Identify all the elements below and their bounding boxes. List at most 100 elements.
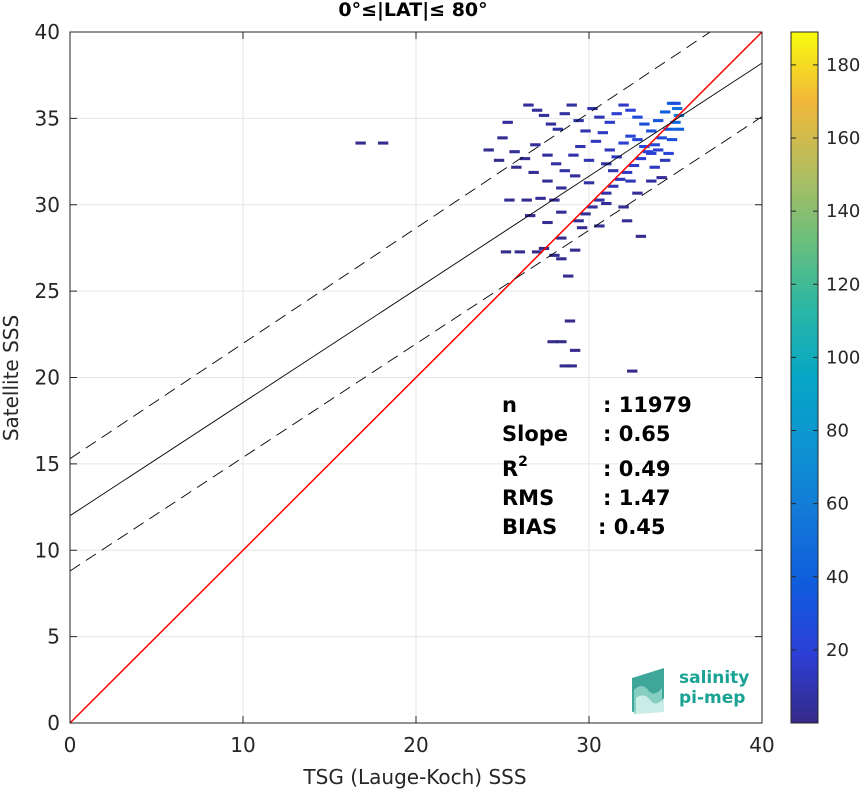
density-cell bbox=[594, 115, 605, 119]
density-cell bbox=[642, 150, 654, 154]
density-cell bbox=[552, 127, 564, 131]
grid-lines bbox=[70, 32, 762, 723]
fit-line bbox=[70, 62, 762, 517]
density-cell bbox=[625, 179, 636, 183]
density-cell bbox=[559, 169, 570, 173]
colorbar-tick-label: 160 bbox=[826, 128, 860, 149]
density-cell bbox=[569, 348, 581, 352]
colorbar-tick-label: 140 bbox=[826, 201, 860, 222]
x-tick-label: 0 bbox=[64, 733, 77, 757]
density-cell bbox=[604, 120, 615, 124]
x-tick-label: 30 bbox=[576, 733, 601, 757]
density-cell bbox=[656, 136, 667, 140]
stat-rms-value: : 1.47 bbox=[603, 486, 671, 510]
density-cell bbox=[611, 155, 622, 159]
density-cell bbox=[635, 157, 647, 161]
logo-wave-icon bbox=[632, 668, 664, 714]
density-cell bbox=[639, 122, 650, 126]
density-cell bbox=[646, 179, 657, 183]
colorbar-tick-label: 80 bbox=[826, 421, 849, 442]
y-tick-label: 5 bbox=[47, 625, 60, 649]
density-cell bbox=[666, 138, 678, 142]
fit_upper-line bbox=[70, 32, 711, 460]
x-tick-label: 10 bbox=[230, 733, 255, 757]
y-tick-label: 20 bbox=[35, 366, 60, 390]
density-cell bbox=[621, 170, 633, 174]
density-cell bbox=[521, 198, 532, 202]
density-cell bbox=[564, 319, 576, 323]
density-cell bbox=[511, 165, 522, 169]
density-cell bbox=[556, 257, 567, 261]
density-cell bbox=[538, 113, 550, 117]
density-cell bbox=[545, 122, 557, 126]
density-cell bbox=[523, 103, 534, 107]
stat-n-label: n bbox=[502, 393, 517, 417]
density-cell bbox=[509, 150, 520, 154]
density-cell bbox=[608, 184, 619, 188]
stat-r2-letter: R bbox=[502, 457, 518, 481]
density-cell bbox=[625, 108, 636, 112]
colorbar-tick-label: 100 bbox=[826, 347, 860, 368]
density-cell bbox=[524, 214, 536, 218]
density-cell bbox=[556, 210, 567, 214]
density-cell bbox=[646, 151, 657, 155]
y-axis-label: Satellite SSS bbox=[0, 315, 23, 441]
density-cell bbox=[672, 106, 683, 111]
density-cell bbox=[656, 176, 667, 180]
density-cell bbox=[556, 236, 567, 240]
density-cell bbox=[628, 163, 640, 168]
logo-text-pimep: pi-mep bbox=[679, 688, 745, 708]
x-axis-ticks: 0 10 20 30 40 bbox=[64, 32, 775, 757]
density-cell bbox=[547, 340, 558, 344]
stat-r2-sup: 2 bbox=[518, 454, 528, 470]
density-cell bbox=[649, 143, 660, 147]
density-cell bbox=[528, 170, 539, 174]
y-tick-label: 35 bbox=[35, 106, 60, 130]
density-cell bbox=[580, 129, 591, 133]
density-cell bbox=[635, 234, 647, 238]
density-cell bbox=[653, 148, 664, 152]
colorbar-tick-label: 40 bbox=[826, 567, 849, 588]
density-cell bbox=[559, 112, 570, 116]
density-cell bbox=[621, 219, 633, 223]
x-axis-label: TSG (Lauge-Koch) SSS bbox=[302, 765, 526, 789]
stat-n-value: : 11979 bbox=[603, 393, 692, 417]
density-cell bbox=[618, 103, 629, 107]
density-cell bbox=[504, 198, 515, 202]
density-cell bbox=[573, 219, 584, 223]
colorbar-tick-label: 60 bbox=[826, 494, 849, 515]
density-cell bbox=[649, 165, 660, 169]
density-cell bbox=[590, 139, 602, 143]
y-tick-label: 0 bbox=[47, 711, 60, 735]
density-cell bbox=[659, 158, 671, 162]
density-cell bbox=[576, 226, 588, 230]
density-cell bbox=[632, 138, 643, 142]
density-cell bbox=[639, 144, 650, 149]
y-tick-label: 10 bbox=[35, 538, 60, 562]
colorbar-tick-label: 20 bbox=[826, 640, 849, 661]
density-cell bbox=[538, 246, 550, 250]
density-cell bbox=[542, 179, 553, 183]
salinity-pimep-logo: salinity pi-mep bbox=[632, 668, 749, 714]
density-cells bbox=[355, 101, 685, 373]
density-cell bbox=[355, 141, 366, 145]
y-tick-label: 15 bbox=[35, 452, 60, 476]
density-cell bbox=[500, 250, 512, 254]
density-cell bbox=[673, 127, 685, 131]
density-cell bbox=[618, 205, 629, 209]
stat-r2-label: R2 bbox=[502, 454, 528, 481]
density-cell bbox=[573, 119, 584, 123]
y-axis-ticks: 0 5 10 15 20 25 30 35 40 bbox=[35, 20, 762, 735]
density-cell bbox=[502, 120, 513, 124]
density-cell bbox=[569, 248, 581, 252]
density-cell bbox=[531, 250, 543, 254]
stat-bias-label: BIAS bbox=[502, 515, 557, 539]
density-cell bbox=[583, 158, 595, 162]
density-cell bbox=[670, 120, 681, 124]
stat-bias-value: : 0.45 bbox=[598, 515, 666, 539]
stat-rms-label: RMS bbox=[502, 486, 554, 510]
density-cell bbox=[580, 212, 591, 216]
colorbar-ticks: 20 40 60 80 100 120 140 160 180 bbox=[791, 55, 860, 661]
density-cell bbox=[550, 162, 562, 166]
